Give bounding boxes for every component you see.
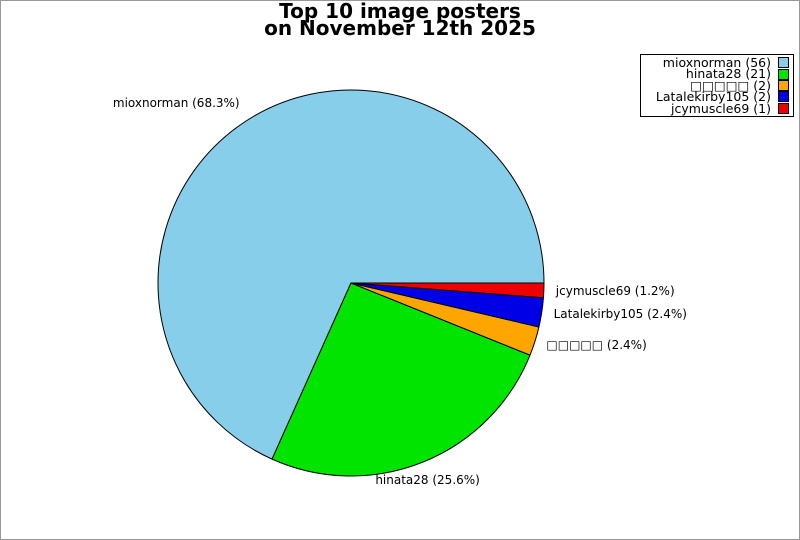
chart-title-line2: on November 12th 2025 [264,16,536,40]
legend-swatch-3 [778,91,789,103]
pie-slice-4 [350,282,545,299]
legend-row-0: mioxnorman (56) [643,55,789,70]
chart-title-line1: Top 10 image posters [279,0,521,23]
legend-row-4: jcymuscle69 (1) [643,100,789,116]
legend-label-0: mioxnorman (56) [662,55,771,70]
legend-label-1: hinata28 (21) [685,66,771,82]
legend-row-2: □□□□□ (2) [643,77,789,93]
legend-swatch-1 [778,68,789,80]
chart-title: Top 10 image posters on November 12th 20… [0,0,800,40]
legend-swatch-4 [778,102,789,114]
legend-row-3: Latalekirby105 (2) [643,89,789,105]
slice-label-4: jcymuscle69 (1.2%) [555,283,675,298]
legend-row-1: hinata28 (21) [643,66,789,82]
legend-swatch-0 [778,57,789,69]
legend-label-4: jcymuscle69 (1) [671,100,771,116]
pie-slice-1 [271,282,531,477]
slice-label-0: mioxnorman (68.3%) [112,95,240,110]
legend: mioxnorman (56) hinata28 (21) □□□□□ (2) Lat… [640,54,794,117]
legend-label-3: Latalekirby105 (2) [655,89,771,105]
pie-slice-0 [157,89,545,460]
legend-swatch-2 [778,79,789,91]
slice-label-3: Latalekirby105 (2.4%) [553,307,687,322]
slice-label-2: □□□□□ (2.4%) [546,337,647,352]
legend-label-2: □□□□□ (2) [690,77,771,93]
slice-label-1: hinata28 (25.6%) [375,473,480,488]
